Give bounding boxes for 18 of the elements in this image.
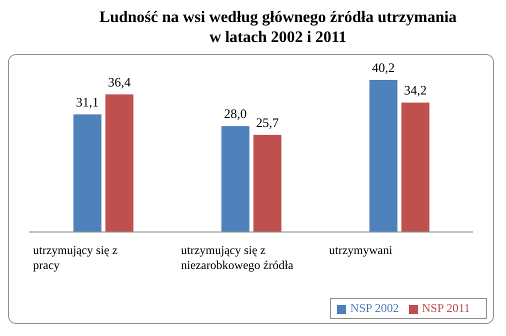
x-tick-label: utrzymujący się z pracy xyxy=(33,243,118,272)
data-label: 34,2 xyxy=(404,82,427,98)
x-tick-label: utrzymujący się z niezarobkowego źródła xyxy=(181,243,294,272)
legend-label: NSP 2011 xyxy=(422,301,470,315)
bar xyxy=(105,94,134,232)
data-label: 40,2 xyxy=(372,60,395,75)
x-tick-label: utrzymywani xyxy=(329,243,393,257)
legend-label: NSP 2002 xyxy=(350,301,399,315)
data-label: 25,7 xyxy=(256,114,280,130)
chart-title: Ludność na wsi według głównego źródła utrzymania w latach 2002 i 2011 xyxy=(98,8,458,48)
bar xyxy=(369,80,398,232)
data-label: 31,1 xyxy=(76,94,99,110)
bar xyxy=(401,102,430,232)
bar xyxy=(253,134,282,232)
data-label: 36,4 xyxy=(108,74,132,90)
bar xyxy=(73,114,102,232)
data-label: 28,0 xyxy=(224,106,247,122)
bar xyxy=(221,126,250,232)
